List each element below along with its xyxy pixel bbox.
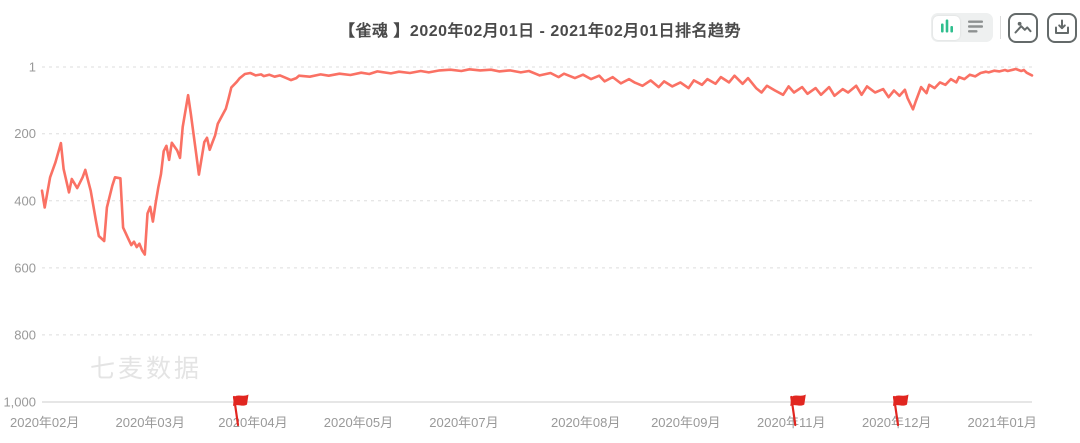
- y-axis-label: 600: [14, 260, 36, 275]
- x-axis-label: 2020年03月: [116, 415, 185, 430]
- flag-banner: [233, 394, 249, 406]
- x-axis-label: 2020年11月: [757, 415, 825, 430]
- chart-title: 【雀魂 】2020年02月01日 - 2021年02月01日排名趋势: [338, 23, 742, 40]
- y-axis-label: 400: [14, 193, 36, 208]
- x-axis-label: 2020年08月: [551, 415, 620, 430]
- x-axis-label: 2020年05月: [324, 415, 393, 430]
- flag-banner: [790, 394, 806, 406]
- chart-view-toggle[interactable]: [933, 15, 960, 40]
- x-axis-label: 2020年02月: [10, 415, 79, 430]
- list-icon: [968, 20, 983, 36]
- y-axis-label: 200: [14, 126, 36, 141]
- download-icon: [1053, 18, 1071, 39]
- flag-marker[interactable]: [790, 394, 806, 427]
- x-axis-label: 2020年07月: [429, 415, 498, 430]
- flag-banner: [893, 394, 909, 406]
- view-toggle-group: [931, 13, 993, 42]
- image-export-icon: [1014, 18, 1032, 39]
- x-axis-label: 2021年01月: [968, 415, 1037, 430]
- flag-marker[interactable]: [892, 394, 909, 427]
- list-view-toggle[interactable]: [962, 16, 989, 40]
- y-axis-label: 1: [29, 60, 36, 75]
- export-image-button[interactable]: [1008, 13, 1038, 43]
- download-button[interactable]: [1047, 13, 1077, 43]
- bar-chart-icon: [940, 19, 954, 36]
- toolbar-separator: [1000, 16, 1001, 39]
- watermark: 七麦数据: [90, 355, 203, 383]
- flag-marker[interactable]: [232, 394, 249, 427]
- x-axis-label: 2020年09月: [651, 415, 720, 430]
- rank-trend-line[interactable]: [40, 67, 1034, 256]
- y-axis-label: 1,000: [3, 395, 36, 410]
- x-axis-label: 2020年04月: [218, 415, 287, 430]
- y-axis-label: 800: [14, 327, 36, 342]
